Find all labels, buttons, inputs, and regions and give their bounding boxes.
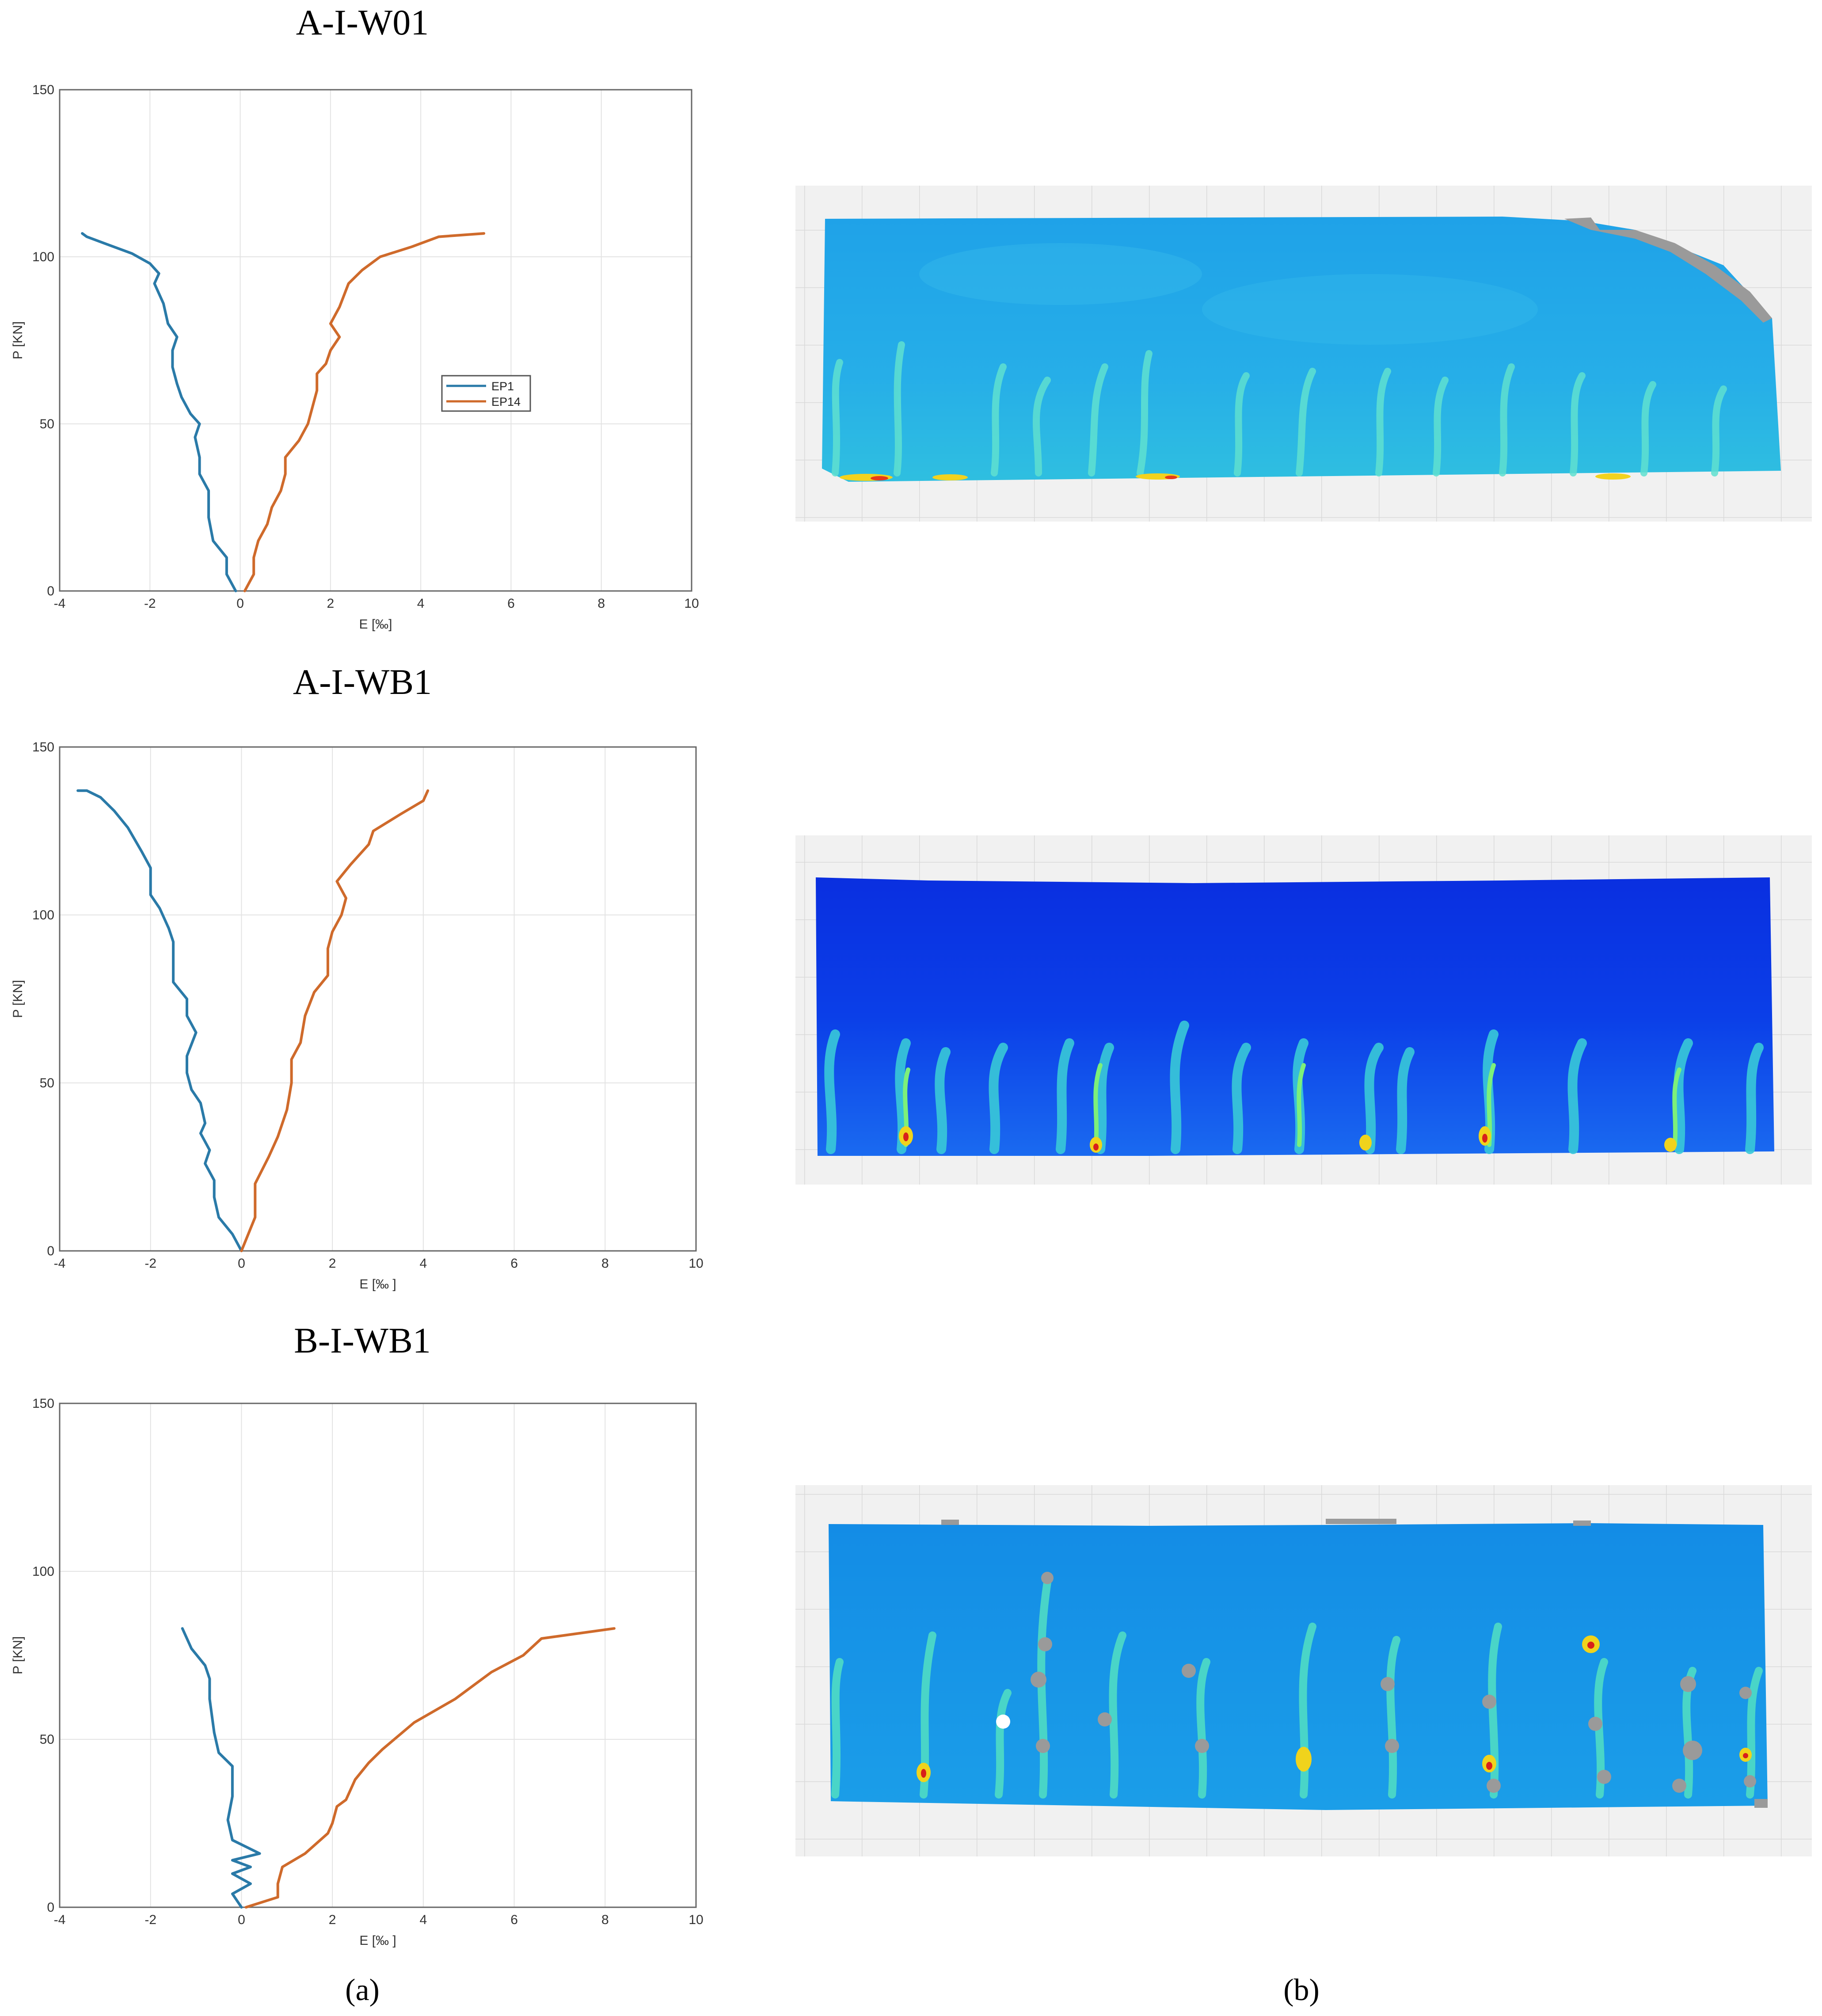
x-axis-label: E [‰ ]	[359, 1277, 396, 1292]
y-tick-label: 0	[47, 1900, 54, 1915]
x-tick-label: 2	[329, 1256, 336, 1271]
x-tick-label: 10	[684, 596, 699, 611]
legend-label: EP14	[491, 395, 521, 408]
y-tick-label: 50	[40, 1076, 54, 1090]
series-line-ep14	[240, 789, 430, 1252]
x-tick-label: 0	[238, 1913, 245, 1927]
x-tick-label: 10	[688, 1913, 703, 1927]
y-tick-label: 0	[47, 584, 54, 598]
plot-area	[59, 1402, 697, 1908]
y-tick-label: 100	[32, 1564, 54, 1579]
y-axis-label: P [KN]	[11, 1636, 25, 1674]
x-tick-label: 10	[688, 1256, 703, 1271]
caption-a: (a)	[345, 1973, 380, 2007]
y-tick-label: 150	[32, 83, 54, 97]
x-tick-label: 4	[417, 596, 425, 611]
y-tick-label: 0	[47, 1244, 54, 1258]
x-axis-label: E [‰ ]	[359, 1933, 396, 1948]
plot-border	[59, 746, 697, 1252]
plot-area	[59, 89, 692, 592]
series-line-ep14	[243, 232, 486, 592]
x-axis-label: E [‰]	[359, 617, 392, 632]
x-tick-label: 0	[236, 596, 244, 611]
strain-map-a-i-wb1	[795, 835, 1812, 1185]
x-tick-label: 4	[420, 1256, 427, 1271]
x-tick-label: -4	[54, 1913, 66, 1927]
x-tick-label: -2	[145, 1913, 156, 1927]
caption-b: (b)	[1283, 1973, 1320, 2007]
y-tick-label: 50	[40, 417, 54, 431]
x-tick-label: -4	[54, 1256, 66, 1271]
x-tick-label: 8	[601, 1913, 609, 1927]
x-tick-label: 6	[510, 1913, 518, 1927]
series-line-ep1	[181, 1627, 261, 1909]
x-tick-label: -2	[145, 1256, 156, 1271]
strain-map-b-i-wb1	[795, 1485, 1812, 1856]
x-tick-label: 8	[597, 596, 605, 611]
x-tick-label: 2	[327, 596, 335, 611]
x-tick-label: 8	[601, 1256, 609, 1271]
plot-border	[59, 89, 692, 592]
legend-label: EP1	[491, 380, 514, 393]
plot-border	[59, 1402, 697, 1908]
x-tick-label: -2	[144, 596, 156, 611]
x-tick-label: 0	[238, 1256, 245, 1271]
strain-map-a-i-w01	[795, 186, 1812, 522]
x-tick-label: 4	[420, 1913, 427, 1927]
chart-title: A-I-W01	[296, 2, 429, 42]
y-tick-label: 100	[32, 908, 54, 922]
y-tick-label: 150	[32, 740, 54, 755]
series-line-ep14	[244, 1627, 616, 1909]
series-line-ep1	[81, 232, 237, 592]
y-tick-label: 150	[32, 1396, 54, 1411]
y-tick-label: 100	[32, 250, 54, 264]
y-axis-label: P [KN]	[11, 980, 25, 1018]
y-tick-label: 50	[40, 1732, 54, 1747]
series-line-ep1	[76, 789, 243, 1252]
x-tick-label: 6	[507, 596, 515, 611]
chart-legend: EP1 EP14	[441, 375, 531, 412]
y-axis-label: P [KN]	[11, 321, 25, 359]
x-tick-label: 2	[329, 1913, 336, 1927]
chart-title: B-I-WB1	[294, 1320, 431, 1361]
chart-title: A-I-WB1	[293, 662, 432, 702]
plot-area	[59, 746, 697, 1252]
x-tick-label: -4	[54, 596, 66, 611]
x-tick-label: 6	[510, 1256, 518, 1271]
